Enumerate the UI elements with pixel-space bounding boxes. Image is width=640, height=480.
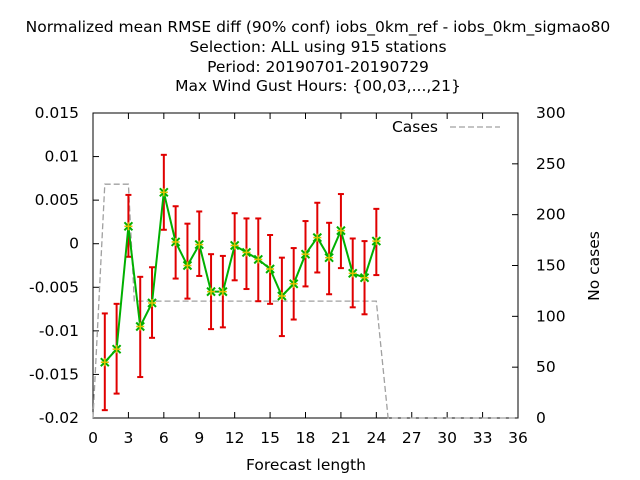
data-point bbox=[324, 252, 334, 263]
data-point bbox=[312, 232, 323, 243]
x-tick-label: 18 bbox=[296, 429, 316, 447]
x-tick-label: 3 bbox=[123, 429, 133, 447]
x-tick-label: 30 bbox=[437, 429, 457, 447]
data-point bbox=[147, 298, 157, 308]
y2-axis-label: No cases bbox=[585, 231, 603, 301]
y-tick-label: 0 bbox=[69, 235, 79, 253]
y-tick-label: -0.02 bbox=[39, 409, 79, 427]
data-point bbox=[277, 291, 287, 301]
x-tick-label: 6 bbox=[159, 429, 169, 447]
x-tick-label: 36 bbox=[508, 429, 528, 447]
x-tick-label: 21 bbox=[331, 429, 351, 447]
y2-tick-label: 150 bbox=[536, 257, 566, 275]
chart-title: Normalized mean RMSE diff (90% conf) iob… bbox=[26, 18, 611, 95]
y-tick-label: 0.01 bbox=[44, 148, 79, 166]
title-line-2: Selection: ALL using 915 stations bbox=[189, 38, 446, 56]
data-point bbox=[253, 254, 263, 265]
data-point bbox=[336, 225, 346, 236]
legend: Cases bbox=[392, 118, 500, 136]
y2-tick-label: 100 bbox=[536, 307, 566, 325]
data-point bbox=[288, 279, 299, 289]
data-point bbox=[348, 268, 358, 279]
y-tick-label: -0.015 bbox=[29, 365, 79, 383]
title-line-3: Period: 20190701-20190729 bbox=[207, 58, 429, 76]
x-tick-label: 15 bbox=[260, 429, 280, 447]
cases-line bbox=[92, 183, 518, 419]
data-point bbox=[111, 344, 122, 354]
legend-label-cases: Cases bbox=[392, 118, 438, 136]
y2-tick-label: 0 bbox=[536, 409, 546, 427]
data-line bbox=[104, 192, 378, 363]
data-point bbox=[159, 187, 169, 198]
data-point bbox=[135, 321, 145, 332]
data-point bbox=[123, 221, 134, 231]
axis-ticks: 0 3 6 9 12 15 18 21 24 27 30 33 36-0.02-0.015-0.01-0… bbox=[29, 104, 566, 447]
y2-tick-label: 300 bbox=[536, 104, 566, 122]
x-tick-label: 12 bbox=[225, 429, 245, 447]
error-bars bbox=[101, 153, 380, 412]
data-point bbox=[229, 240, 240, 251]
y-tick-label: 0.005 bbox=[35, 191, 79, 209]
data-point bbox=[206, 286, 216, 297]
data-point bbox=[265, 264, 275, 274]
x-tick-label: 33 bbox=[473, 429, 493, 447]
y2-tick-label: 200 bbox=[536, 206, 566, 224]
x-axis-label: Forecast length bbox=[246, 456, 366, 474]
title-line-1: Normalized mean RMSE diff (90% conf) iob… bbox=[26, 18, 611, 37]
data-point bbox=[194, 239, 204, 250]
cases-series bbox=[92, 183, 518, 419]
x-tick-label: 0 bbox=[88, 429, 98, 447]
data-point bbox=[300, 249, 311, 259]
data-point bbox=[218, 286, 228, 297]
data-point bbox=[170, 237, 181, 247]
data-point bbox=[100, 357, 110, 367]
x-tick-label: 27 bbox=[402, 429, 422, 447]
x-tick-label: 24 bbox=[366, 429, 386, 447]
data-point bbox=[241, 247, 252, 258]
title-line-4: Max Wind Gust Hours: {00,03,...,21} bbox=[175, 77, 461, 95]
y-tick-label: 0.015 bbox=[35, 104, 79, 122]
y2-tick-label: 50 bbox=[536, 358, 556, 376]
y2-tick-label: 250 bbox=[536, 155, 566, 173]
data-point bbox=[182, 260, 193, 271]
y-tick-label: -0.005 bbox=[29, 278, 79, 296]
x-tick-label: 9 bbox=[194, 429, 204, 447]
data-point bbox=[359, 272, 370, 283]
main-series bbox=[100, 187, 382, 367]
data-point bbox=[371, 236, 382, 246]
y-tick-label: -0.01 bbox=[39, 322, 79, 340]
